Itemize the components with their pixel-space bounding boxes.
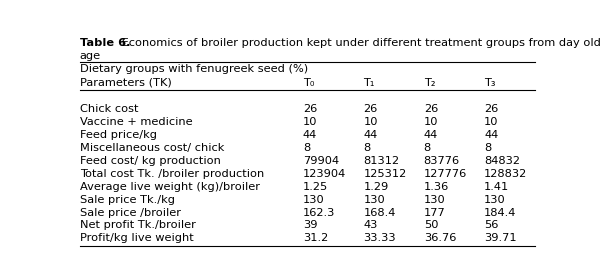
Text: T₁: T₁ [364,78,374,88]
Text: Economics of broiler production kept under different treatment groups from day o: Economics of broiler production kept und… [118,38,600,48]
Text: 127776: 127776 [424,169,467,178]
Text: T₃: T₃ [484,78,496,88]
Text: 130: 130 [484,194,506,205]
Text: 83776: 83776 [424,156,460,166]
Text: 162.3: 162.3 [303,207,335,218]
Text: 125312: 125312 [364,169,407,178]
Text: 26: 26 [303,104,317,114]
Text: 39: 39 [303,221,317,230]
Text: 79904: 79904 [303,156,339,166]
Text: 1.29: 1.29 [364,182,389,192]
Text: 1.41: 1.41 [484,182,509,192]
Text: Profit/kg live weight: Profit/kg live weight [80,234,193,243]
Text: 44: 44 [303,130,317,140]
Text: 168.4: 168.4 [364,207,395,218]
Text: Feed price/kg: Feed price/kg [80,130,157,140]
Text: Dietary groups with fenugreek seed (%): Dietary groups with fenugreek seed (%) [80,64,308,74]
Text: 10: 10 [303,117,317,127]
Text: Sale price Tk./kg: Sale price Tk./kg [80,194,175,205]
Text: 177: 177 [424,207,445,218]
Text: Sale price /broiler: Sale price /broiler [80,207,181,218]
Text: Miscellaneous cost/ chick: Miscellaneous cost/ chick [80,143,224,153]
Text: Total cost Tk. /broiler production: Total cost Tk. /broiler production [80,169,264,178]
Text: 1.36: 1.36 [424,182,449,192]
Text: Table 6.: Table 6. [80,38,130,48]
Text: 33.33: 33.33 [364,234,396,243]
Text: 81312: 81312 [364,156,400,166]
Text: 8: 8 [364,143,371,153]
Text: age: age [80,51,101,61]
Text: 44: 44 [364,130,377,140]
Text: 84832: 84832 [484,156,520,166]
Text: 130: 130 [424,194,445,205]
Text: 43: 43 [364,221,377,230]
Text: 50: 50 [424,221,438,230]
Text: 56: 56 [484,221,499,230]
Text: 128832: 128832 [484,169,527,178]
Text: Feed cost/ kg production: Feed cost/ kg production [80,156,221,166]
Text: Parameters (TK): Parameters (TK) [80,78,172,88]
Text: Chick cost: Chick cost [80,104,138,114]
Text: 44: 44 [424,130,438,140]
Text: 44: 44 [484,130,499,140]
Text: 10: 10 [424,117,438,127]
Text: 184.4: 184.4 [484,207,517,218]
Text: 26: 26 [364,104,377,114]
Text: 8: 8 [424,143,431,153]
Text: 8: 8 [484,143,491,153]
Text: 36.76: 36.76 [424,234,456,243]
Text: 1.25: 1.25 [303,182,328,192]
Text: T₂: T₂ [424,78,435,88]
Text: 8: 8 [303,143,310,153]
Text: Net profit Tk./broiler: Net profit Tk./broiler [80,221,196,230]
Text: 123904: 123904 [303,169,346,178]
Text: Vaccine + medicine: Vaccine + medicine [80,117,192,127]
Text: Average live weight (kg)/broiler: Average live weight (kg)/broiler [80,182,260,192]
Text: T₀: T₀ [303,78,314,88]
Text: 26: 26 [424,104,438,114]
Text: 10: 10 [484,117,499,127]
Text: 130: 130 [364,194,385,205]
Text: 10: 10 [364,117,378,127]
Text: 31.2: 31.2 [303,234,328,243]
Text: 39.71: 39.71 [484,234,517,243]
Text: 130: 130 [303,194,325,205]
Text: 26: 26 [484,104,499,114]
